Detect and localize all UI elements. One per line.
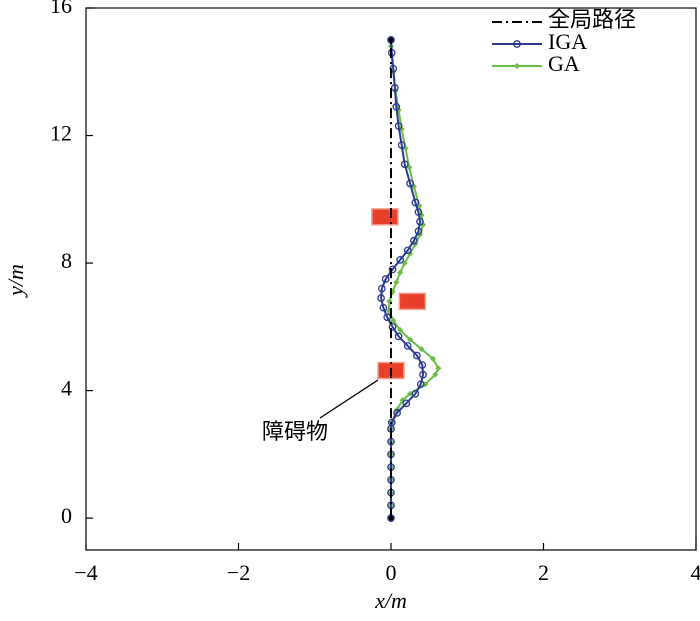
point	[389, 37, 394, 42]
annotation: 障碍物	[262, 419, 328, 444]
legend-label: GA	[548, 51, 580, 76]
obstacle	[399, 293, 425, 309]
series-line	[381, 40, 423, 518]
x-tick-label: −4	[74, 560, 97, 585]
x-tick-label: 2	[538, 560, 549, 585]
x-tick-label: 0	[386, 560, 397, 585]
y-tick-label: 0	[61, 503, 72, 528]
point	[393, 279, 399, 285]
y-tick-label: 8	[61, 248, 72, 273]
x-tick-label: −2	[227, 560, 250, 585]
legend-marker	[514, 63, 520, 69]
y-tick-label: 4	[61, 376, 72, 401]
y-tick-label: 16	[50, 0, 72, 18]
annotation-pointer	[320, 380, 378, 418]
x-tick-label: 4	[691, 560, 700, 585]
obstacle	[372, 209, 398, 225]
y-tick-label: 12	[50, 121, 72, 146]
x-axis-label: x/m	[374, 588, 407, 613]
point	[389, 516, 394, 521]
y-axis-label: y/m	[3, 264, 28, 298]
